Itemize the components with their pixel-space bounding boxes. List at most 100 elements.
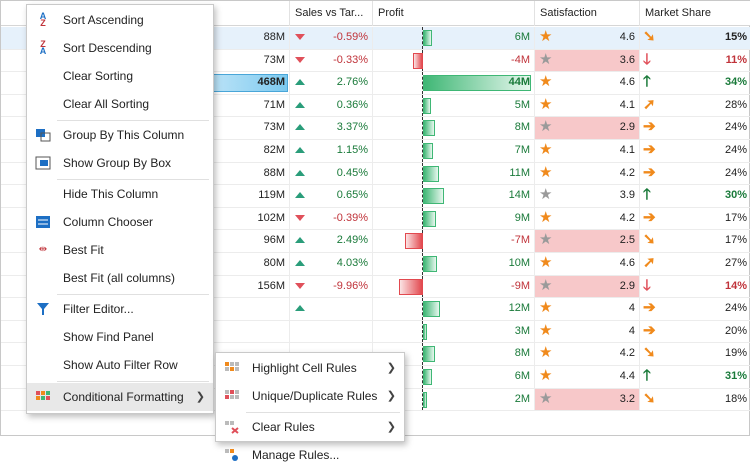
table-row[interactable]: 119M 0.65% 14M ★ 3.9 🡑 30% — [1, 185, 750, 208]
satisfaction-cell[interactable]: ★ 4.6 — [535, 253, 640, 275]
sales-cell[interactable]: 88M — [1, 27, 290, 49]
market-share-cell[interactable]: 🡓 11% — [640, 50, 750, 72]
table-row[interactable]: 80M 4.03% 10M ★ 4.6 ➚ 27% — [1, 253, 750, 276]
market-share-cell[interactable]: ➚ 28% — [640, 95, 750, 117]
table-row[interactable]: 102M -0.39% 9M ★ 4.2 ➔ 17% — [1, 207, 750, 231]
profit-cell[interactable]: 6M — [373, 366, 535, 388]
profit-cell[interactable]: -7M — [373, 230, 535, 252]
menu-item-show-group-by-box[interactable]: Show Group By Box — [27, 149, 213, 177]
satisfaction-cell[interactable]: ★ 4.6 — [535, 27, 640, 49]
profit-cell[interactable]: 9M — [373, 207, 535, 230]
profit-cell[interactable]: 3M — [373, 320, 535, 343]
sales-vs-target-cell[interactable]: 0.36% — [290, 94, 373, 117]
market-share-cell[interactable]: ➘ 15% — [640, 27, 750, 49]
menu-item-hide-column[interactable]: Hide This Column — [27, 180, 213, 208]
profit-cell[interactable]: 8M — [373, 343, 535, 365]
profit-cell[interactable]: 8M — [373, 117, 535, 139]
column-header-sales[interactable] — [1, 1, 290, 26]
menu-item-show-find-panel[interactable]: Show Find Panel — [27, 323, 213, 351]
market-share-cell[interactable]: ➔ 24% — [640, 298, 750, 320]
market-share-cell[interactable]: 🡓 14% — [640, 276, 750, 298]
satisfaction-cell[interactable]: ★ 2.9 — [535, 117, 640, 139]
sales-vs-target-cell[interactable]: -0.39% — [290, 207, 373, 230]
menu-item-column-chooser[interactable]: Column Chooser — [27, 208, 213, 236]
table-row[interactable]: 156M -9.96% -9M ★ 2.9 🡓 14% — [1, 275, 750, 299]
menu-item-conditional-formatting[interactable]: Conditional Formatting ❯ — [27, 383, 213, 411]
market-share-cell[interactable]: ➘ 18% — [640, 389, 750, 411]
sales-cell[interactable]: 73M — [1, 49, 290, 72]
submenu-item-manage-rules[interactable]: Manage Rules... — [216, 441, 404, 469]
market-share-cell[interactable]: ➚ 27% — [640, 253, 750, 275]
sales-vs-target-cell[interactable]: 1.15% — [290, 140, 373, 162]
satisfaction-cell[interactable]: ★ 3.9 — [535, 185, 640, 207]
table-row[interactable]: 73M -0.33% -4M ★ 3.6 🡓 11% — [1, 49, 750, 73]
table-row[interactable]: 82M 1.15% 7M ★ 4.1 ➔ 24% — [1, 140, 750, 163]
satisfaction-cell[interactable]: ★ 4.1 — [535, 140, 640, 162]
sales-cell[interactable] — [1, 320, 290, 343]
sales-cell[interactable]: 96M — [1, 230, 290, 252]
sales-vs-target-cell[interactable]: 2.76% — [290, 72, 373, 94]
table-row[interactable]: 71M 0.36% 5M ★ 4.1 ➚ 28% — [1, 94, 750, 118]
column-header-profit[interactable]: Profit — [373, 1, 535, 26]
sales-vs-target-cell[interactable]: -0.33% — [290, 49, 373, 72]
profit-cell[interactable]: 14M — [373, 185, 535, 207]
profit-cell[interactable]: 6M — [373, 27, 535, 49]
table-row[interactable]: 96M 2.49% -7M ★ 2.5 ➘ 17% — [1, 230, 750, 253]
menu-item-group-by-column[interactable]: Group By This Column — [27, 121, 213, 149]
table-row[interactable]: 88M 0.45% 11M ★ 4.2 ➔ 24% — [1, 162, 750, 186]
sales-cell[interactable]: 73M — [1, 117, 290, 139]
submenu-item-clear-rules[interactable]: Clear Rules ❯ — [216, 413, 404, 441]
sales-vs-target-cell[interactable]: 3.37% — [290, 117, 373, 139]
sales-cell[interactable]: 88M — [1, 162, 290, 185]
sales-vs-target-cell[interactable]: 0.45% — [290, 162, 373, 185]
satisfaction-cell[interactable]: ★ 4.2 — [535, 162, 640, 185]
sales-vs-target-cell[interactable]: 4.03% — [290, 253, 373, 275]
profit-cell[interactable]: -9M — [373, 275, 535, 298]
sales-vs-target-cell[interactable] — [290, 320, 373, 343]
sales-cell[interactable]: 71M — [1, 94, 290, 117]
market-share-cell[interactable]: 🡑 30% — [640, 185, 750, 207]
column-header-market-share[interactable]: Market Share — [645, 7, 712, 19]
sales-vs-target-cell[interactable]: -9.96% — [290, 275, 373, 298]
profit-cell[interactable]: 44M — [373, 72, 535, 94]
satisfaction-cell[interactable]: ★ 4.6 — [535, 72, 640, 94]
satisfaction-cell[interactable]: ★ 4 — [535, 320, 640, 343]
satisfaction-cell[interactable]: ★ 4.4 — [535, 366, 640, 388]
satisfaction-cell[interactable]: ★ 4 — [535, 298, 640, 320]
profit-cell[interactable]: 10M — [373, 253, 535, 275]
market-share-cell[interactable]: ➔ 17% — [640, 208, 750, 230]
market-share-cell[interactable]: 🡑 31% — [640, 366, 750, 388]
satisfaction-cell[interactable]: ★ 4.2 — [535, 343, 640, 365]
market-share-cell[interactable]: ➘ 17% — [640, 230, 750, 252]
menu-item-clear-sorting[interactable]: Clear Sorting — [27, 62, 213, 90]
sales-cell[interactable]: 156M — [1, 275, 290, 298]
submenu-item-highlight-cell-rules[interactable]: Highlight Cell Rules ❯ — [216, 354, 404, 382]
satisfaction-cell[interactable]: ★ 3.2 — [535, 388, 640, 411]
profit-cell[interactable]: 5M — [373, 94, 535, 117]
satisfaction-cell[interactable]: ★ 2.5 — [535, 230, 640, 252]
sales-cell[interactable]: 82M — [1, 140, 290, 162]
menu-item-best-fit[interactable]: ⇹ Best Fit — [27, 236, 213, 264]
market-share-cell[interactable]: 🡑 34% — [640, 72, 750, 94]
sales-cell[interactable]: 80M — [1, 253, 290, 275]
satisfaction-cell[interactable]: ★ 4.1 — [535, 94, 640, 117]
table-row[interactable]: 73M 3.37% 8M ★ 2.9 ➔ 24% — [1, 117, 750, 140]
table-row[interactable]: 3M ★ 4 ➔ 20% — [1, 320, 750, 344]
profit-cell[interactable]: 2M — [373, 388, 535, 411]
market-share-cell[interactable]: ➔ 24% — [640, 163, 750, 185]
table-row[interactable]: 12M ★ 4 ➔ 24% — [1, 298, 750, 321]
menu-item-show-auto-filter-row[interactable]: Show Auto Filter Row — [27, 351, 213, 379]
sales-cell[interactable]: 102M — [1, 207, 290, 230]
profit-cell[interactable]: 7M — [373, 140, 535, 162]
sales-vs-target-cell[interactable]: 2.49% — [290, 230, 373, 252]
menu-item-best-fit-all[interactable]: Best Fit (all columns) — [27, 264, 213, 292]
market-share-cell[interactable]: ➔ 20% — [640, 321, 750, 343]
market-share-cell[interactable]: ➔ 24% — [640, 117, 750, 139]
column-header-sales-vs-target[interactable]: Sales vs Tar... — [290, 1, 373, 26]
satisfaction-cell[interactable]: ★ 4.2 — [535, 207, 640, 230]
sales-cell[interactable]: 119M — [1, 185, 290, 207]
profit-cell[interactable]: 12M — [373, 298, 535, 320]
menu-item-filter-editor[interactable]: Filter Editor... — [27, 295, 213, 323]
